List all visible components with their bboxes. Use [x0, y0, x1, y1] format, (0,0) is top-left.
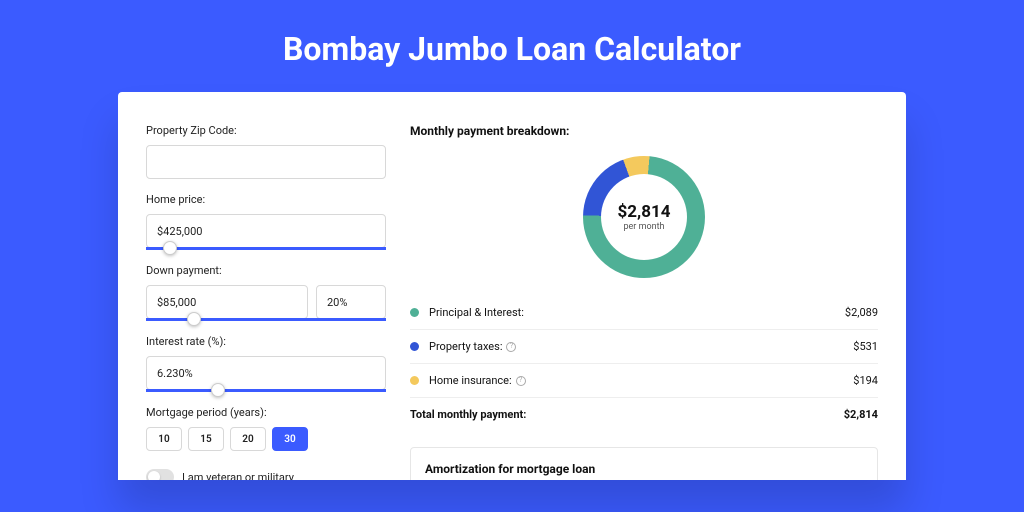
period-label: Mortgage period (years):	[146, 406, 386, 419]
down-payment-label: Down payment:	[146, 264, 386, 277]
calculator-card: Property Zip Code: Home price: Down paym…	[118, 92, 906, 480]
interest-input[interactable]	[146, 356, 386, 390]
interest-slider-thumb[interactable]	[211, 383, 225, 397]
legend-dot	[410, 342, 419, 351]
legend-dot	[410, 308, 419, 317]
veteran-label: I am veteran or military	[182, 471, 294, 481]
form-column: Property Zip Code: Home price: Down paym…	[146, 124, 386, 480]
amortization-title: Amortization for mortgage loan	[425, 462, 863, 476]
amortization-box: Amortization for mortgage loan Amortizat…	[410, 447, 878, 480]
period-option-20[interactable]: 20	[230, 427, 266, 451]
payment-donut-chart: $2,814 per month	[583, 156, 705, 278]
page-title: Bombay Jumbo Loan Calculator	[0, 0, 1024, 92]
legend-dot	[410, 376, 419, 385]
down-payment-group: Down payment:	[146, 264, 386, 321]
period-option-30[interactable]: 30	[272, 427, 308, 451]
info-icon[interactable]: ?	[516, 376, 526, 386]
info-icon[interactable]: ?	[506, 342, 516, 352]
breakdown-rows: Principal & Interest:$2,089Property taxe…	[410, 296, 878, 397]
home-price-input[interactable]	[146, 214, 386, 248]
zip-group: Property Zip Code:	[146, 124, 386, 179]
period-option-15[interactable]: 15	[188, 427, 224, 451]
zip-label: Property Zip Code:	[146, 124, 386, 137]
breakdown-item-label: Property taxes: ?	[429, 340, 853, 353]
veteran-row: I am veteran or military	[146, 469, 386, 480]
home-price-label: Home price:	[146, 193, 386, 206]
breakdown-row: Home insurance: ?$194	[410, 363, 878, 397]
down-payment-slider-thumb[interactable]	[187, 312, 201, 326]
breakdown-column: Monthly payment breakdown: $2,814 per mo…	[410, 124, 878, 480]
home-price-slider-thumb[interactable]	[163, 241, 177, 255]
breakdown-title: Monthly payment breakdown:	[410, 124, 878, 138]
down-payment-pct-input[interactable]	[316, 285, 386, 319]
zip-input[interactable]	[146, 145, 386, 179]
home-price-slider[interactable]	[146, 247, 386, 250]
breakdown-item-value: $531	[853, 340, 878, 353]
period-option-10[interactable]: 10	[146, 427, 182, 451]
interest-group: Interest rate (%):	[146, 335, 386, 392]
interest-slider[interactable]	[146, 389, 386, 392]
donut-wrap: $2,814 per month	[410, 148, 878, 296]
donut-sublabel: per month	[623, 222, 664, 232]
interest-label: Interest rate (%):	[146, 335, 386, 348]
breakdown-item-label: Home insurance: ?	[429, 374, 853, 387]
breakdown-total-value: $2,814	[844, 408, 878, 421]
period-group: Mortgage period (years): 10152030	[146, 406, 386, 451]
home-price-group: Home price:	[146, 193, 386, 250]
period-options: 10152030	[146, 427, 386, 451]
down-payment-input[interactable]	[146, 285, 308, 319]
breakdown-item-value: $194	[853, 374, 878, 387]
donut-value: $2,814	[618, 202, 671, 222]
breakdown-row: Principal & Interest:$2,089	[410, 296, 878, 329]
veteran-toggle[interactable]	[146, 469, 174, 480]
breakdown-total-row: Total monthly payment: $2,814	[410, 397, 878, 431]
down-payment-slider[interactable]	[146, 318, 386, 321]
breakdown-total-label: Total monthly payment:	[410, 408, 844, 421]
breakdown-row: Property taxes: ?$531	[410, 329, 878, 363]
breakdown-item-label: Principal & Interest:	[429, 306, 845, 319]
donut-center: $2,814 per month	[601, 174, 687, 260]
breakdown-item-value: $2,089	[845, 306, 878, 319]
